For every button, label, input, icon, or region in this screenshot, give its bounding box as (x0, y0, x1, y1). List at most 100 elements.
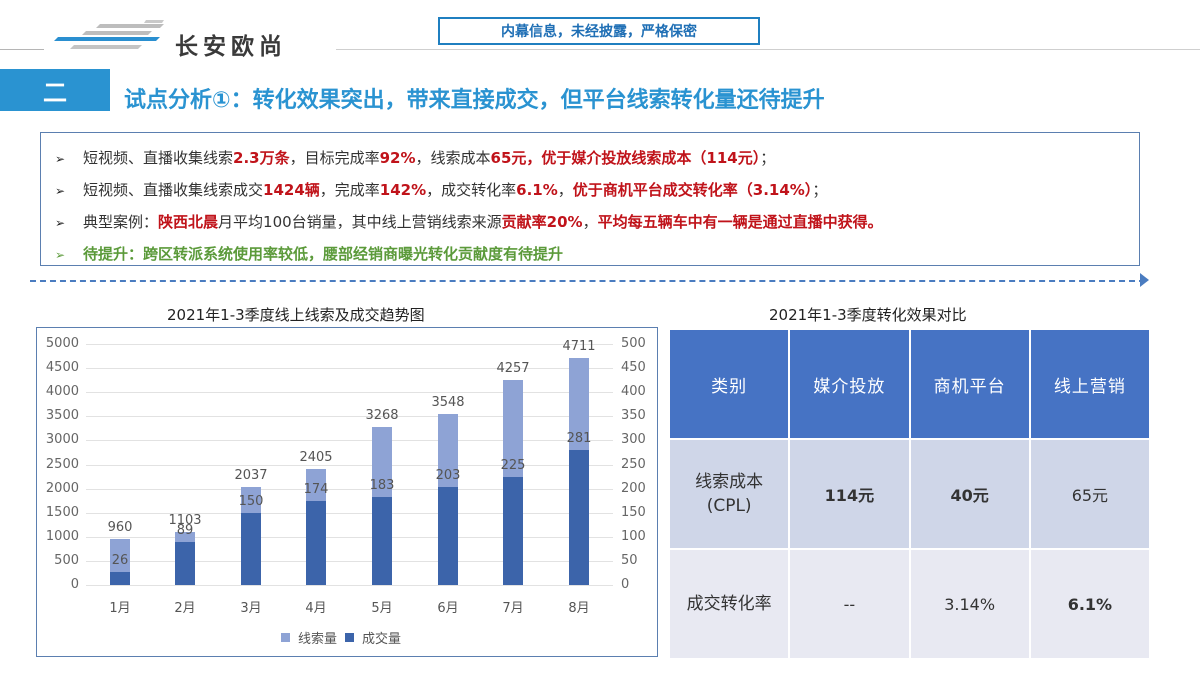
bullet-text: ，完成率 (319, 181, 380, 199)
chart-title: 2021年1-3季度线上线索及成交趋势图 (167, 306, 425, 324)
x-axis-label: 5月 (371, 601, 393, 616)
data-label-leads: 960 (107, 519, 133, 535)
y-axis-right-tick: 200 (621, 480, 646, 496)
x-axis-label: 6月 (437, 601, 459, 616)
y-axis-left-tick: 3000 (45, 432, 79, 448)
x-axis-label: 1月 (109, 601, 131, 616)
bullet-item: ➢ 短视频、直播收集线索成交1424辆，完成率142%，成交转化率6.1%，优于商… (55, 175, 1139, 207)
cell-online-conversion: 6.1% (1028, 548, 1152, 660)
y-axis-right-tick: 350 (621, 408, 646, 424)
bullet-text: 待提升：跨区转派系统使用率较低，腰部经销商曝光转化贡献度有待提升 (83, 245, 564, 263)
bar-deals (110, 572, 130, 585)
trend-chart: 0 0 500 50 1000 100 1500 150 2000 200 2500 250 3000 3… (36, 327, 658, 657)
gridline (86, 416, 613, 418)
y-axis-right-tick: 250 (621, 456, 646, 472)
bullet-text: 短视频、直播收集线索成交 (83, 181, 264, 199)
y-axis-right-tick: 0 (621, 577, 630, 592)
bullet-text: 短视频、直播收集线索 (83, 149, 234, 167)
bullet-arrow-icon: ➢ (55, 216, 66, 230)
bar-deals (241, 512, 261, 585)
data-label-leads: 3268 (365, 408, 399, 424)
gridline (86, 488, 613, 490)
data-label-leads: 1103 (168, 512, 202, 528)
bullet-text: ； (812, 181, 828, 199)
bullet-text: 月平均100台销量，其中线上营销线索来源 (218, 213, 502, 231)
y-axis-left-tick: 0 (70, 577, 79, 592)
header-platform: 商机平台 (908, 328, 1031, 440)
y-axis-left-tick: 500 (54, 552, 79, 568)
highlight-text: 142% (379, 181, 427, 199)
y-axis-left-tick: 1500 (45, 504, 79, 520)
y-axis-right-tick: 100 (621, 528, 646, 544)
data-label-leads: 4711 (562, 338, 596, 354)
bar-deals (175, 542, 195, 585)
gridline (86, 440, 613, 442)
bullet-text: ， (582, 213, 598, 231)
table-header-row: 类别 媒介投放 商机平台 线上营销 (667, 328, 1152, 440)
highlight-text: 6.1% (516, 181, 558, 199)
data-label-deals: 225 (500, 457, 526, 473)
bullet-item: ➢ 典型案例：陕西北晨月平均100台销量，其中线上营销线索来源贡献率20%，平均每… (55, 207, 1139, 239)
table-row-cpl: 线索成本 (CPL) 114元 40元 65元 (667, 438, 1152, 550)
brand-name: 长安欧尚 (175, 34, 287, 60)
y-axis-left-tick: 4000 (45, 384, 79, 400)
cell-media-conversion: -- (788, 548, 911, 660)
cell-platform-cpl: 40元 (908, 438, 1031, 550)
page-title: 试点分析①：转化效果突出，带来直接成交，但平台线索转化量还待提升 (124, 88, 825, 113)
bullet-text: ，成交转化率 (426, 181, 517, 199)
row-label-conversion: 成交转化率 (667, 548, 791, 660)
highlight-text: 贡献率20% (501, 213, 583, 231)
highlight-text: 1424辆 (263, 181, 320, 199)
y-axis-left-tick: 1000 (45, 528, 79, 544)
bar-deals (372, 496, 392, 585)
dashed-divider (30, 280, 1145, 282)
chart-legend: 线索量 成交量 (281, 628, 401, 647)
data-label-leads: 2405 (299, 450, 333, 466)
bullet-text: ，目标完成率 (289, 149, 380, 167)
data-label-deals: 203 (435, 468, 461, 484)
row-label-cpl: 线索成本 (CPL) (667, 438, 791, 550)
bar-deals (306, 501, 326, 585)
y-axis-left-tick: 2500 (45, 456, 79, 472)
cell-media-cpl: 114元 (788, 438, 911, 550)
highlight-text: 平均每五辆车中有一辆是通过直播中获得。 (597, 213, 883, 231)
y-axis-right-tick: 500 (621, 336, 646, 351)
data-label-leads: 3548 (431, 394, 465, 410)
highlight-text: 2.3万条 (233, 149, 290, 167)
bullet-arrow-icon: ➢ (55, 152, 66, 166)
arrow-right-icon (1140, 273, 1149, 287)
gridline (86, 585, 613, 586)
bullet-text: 典型案例： (83, 213, 159, 231)
x-axis-label: 8月 (568, 601, 590, 616)
y-axis-right-tick: 300 (621, 432, 646, 448)
gridline (86, 512, 613, 514)
gridline (86, 344, 613, 345)
data-label-leads: 4257 (496, 360, 530, 376)
header-media: 媒介投放 (788, 328, 911, 440)
bar-deals (438, 487, 458, 585)
section-number-badge: 二 (0, 69, 110, 111)
x-axis-label: 4月 (305, 601, 327, 616)
y-axis-left-tick: 3500 (45, 408, 79, 424)
data-label-deals: 150 (238, 493, 264, 509)
header-divider-left (0, 49, 44, 50)
highlight-text: 92% (379, 149, 416, 167)
legend-swatch-leads-icon (281, 633, 290, 642)
gridline (86, 368, 613, 370)
table-row-conversion: 成交转化率 -- 3.14% 6.1% (667, 548, 1152, 660)
legend-label-leads: 线索量 (298, 632, 338, 647)
data-label-deals: 26 (111, 553, 129, 569)
highlight-text: 陕西北晨 (158, 213, 219, 231)
x-axis-label: 3月 (240, 601, 262, 616)
y-axis-right-tick: 450 (621, 360, 646, 376)
x-axis-label: 2月 (174, 601, 196, 616)
data-label-deals: 174 (303, 482, 329, 498)
y-axis-right-tick: 400 (621, 384, 646, 400)
highlight-text: 优于商机平台成交转化率（3.14%） (572, 181, 813, 199)
row-label-line2: (CPL) (706, 496, 752, 516)
data-label-deals: 281 (566, 430, 592, 446)
data-label-leads: 2037 (234, 467, 268, 483)
y-axis-right-tick: 50 (621, 552, 638, 568)
y-axis-left-tick: 5000 (45, 336, 79, 351)
row-label-line1: 线索成本 (695, 472, 764, 492)
